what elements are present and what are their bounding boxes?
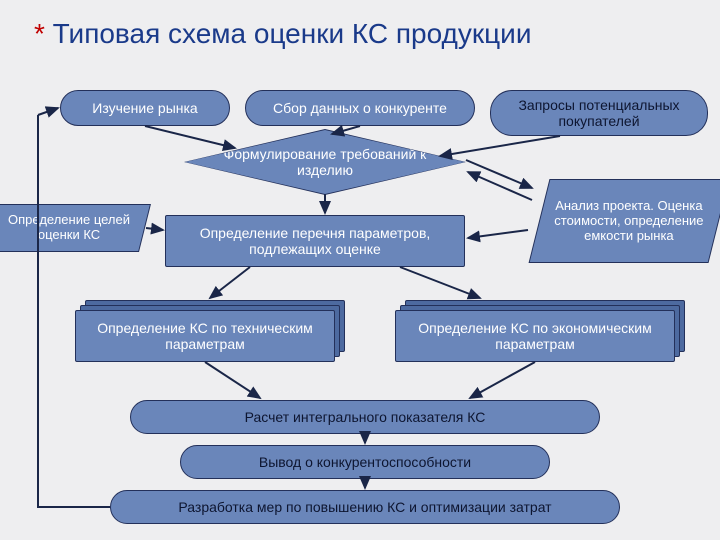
node-requests-label: Запросы потенциальных покупателей: [499, 97, 699, 129]
node-conclude-label: Вывод о конкурентоспособности: [259, 454, 471, 470]
node-goals-label: Определение целей оценки КС: [0, 213, 144, 243]
node-integral-label: Расчет интегрального показателя КС: [245, 409, 486, 425]
node-analysis: Анализ проекта. Оценка стоимости, опреде…: [530, 180, 720, 262]
node-analysis-label: Анализ проекта. Оценка стоимости, опреде…: [550, 199, 708, 244]
node-params: Определение перечня параметров, подлежащ…: [165, 215, 465, 267]
node-require: Формулирование требований к изделию: [185, 130, 465, 194]
node-develop-label: Разработка мер по повышению КС и оптимиз…: [178, 499, 551, 515]
node-market: Изучение рынка: [60, 90, 230, 126]
slide-title: * Типовая схема оценки КС продукции: [34, 18, 531, 50]
node-tech: Определение КС по техническим параметрам: [75, 310, 335, 362]
node-tech-label: Определение КС по техническим параметрам: [84, 320, 326, 352]
node-econ: Определение КС по экономическим параметр…: [395, 310, 675, 362]
node-goals: Определение целей оценки КС: [0, 205, 150, 251]
flowchart-canvas: * Типовая схема оценки КС продукции Изуч…: [0, 0, 720, 540]
node-collect: Сбор данных о конкуренте: [245, 90, 475, 126]
title-text: Типовая схема оценки КС продукции: [45, 18, 532, 49]
node-params-label: Определение перечня параметров, подлежащ…: [174, 225, 456, 257]
node-require-label: Формулирование требований к изделию: [215, 146, 435, 178]
node-econ-label: Определение КС по экономическим параметр…: [404, 320, 666, 352]
node-collect-label: Сбор данных о конкуренте: [273, 100, 447, 116]
node-conclude: Вывод о конкурентоспособности: [180, 445, 550, 479]
node-develop: Разработка мер по повышению КС и оптимиз…: [110, 490, 620, 524]
node-requests: Запросы потенциальных покупателей: [490, 90, 708, 136]
title-asterisk: *: [34, 18, 45, 49]
node-integral: Расчет интегрального показателя КС: [130, 400, 600, 434]
node-market-label: Изучение рынка: [92, 100, 197, 116]
